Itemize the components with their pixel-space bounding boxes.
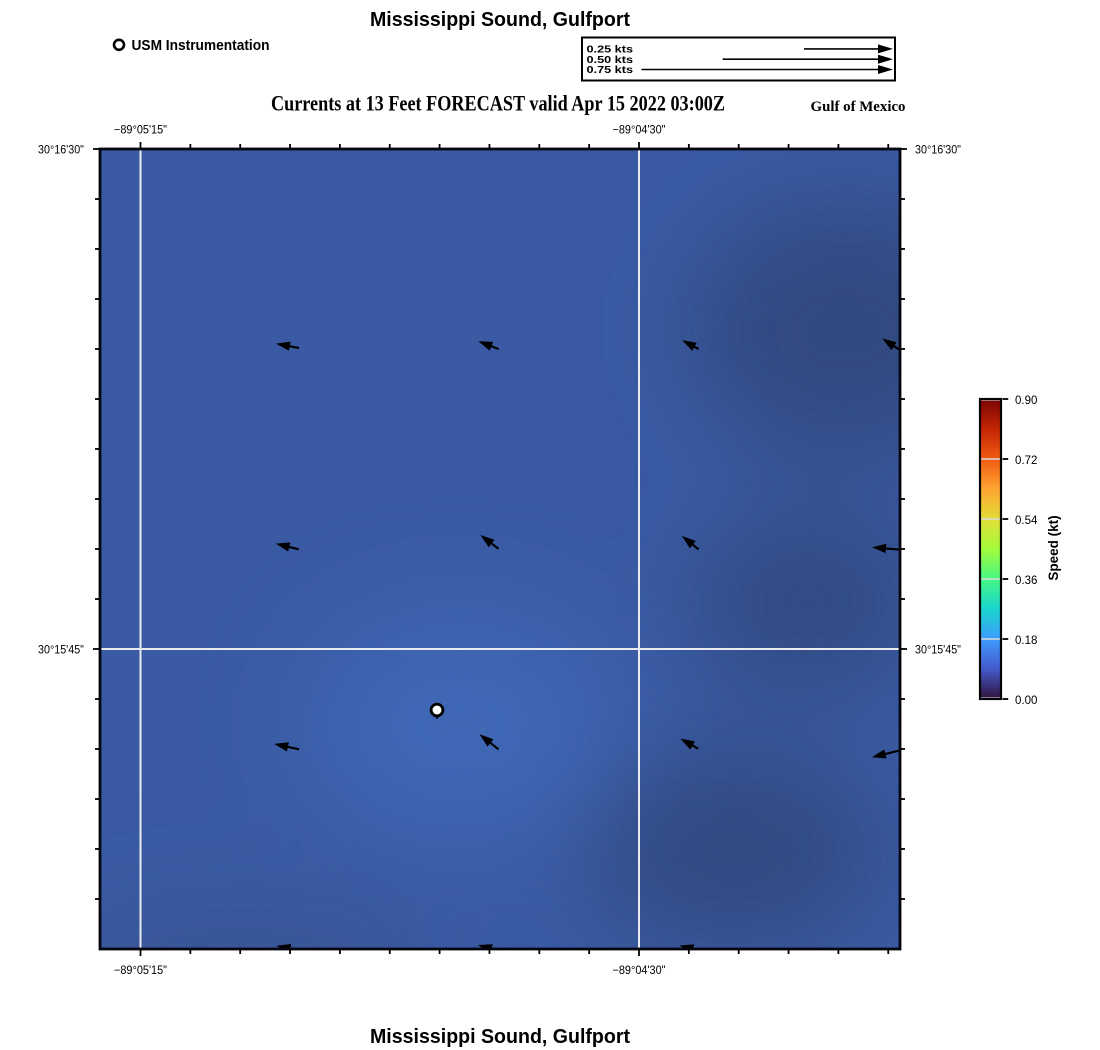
svg-text:0.50 kts: 0.50 kts: [587, 55, 634, 66]
svg-text:0.54: 0.54: [1015, 515, 1038, 527]
svg-text:30°15'45": 30°15'45": [38, 645, 84, 657]
svg-text:30°16'30": 30°16'30": [38, 145, 84, 157]
svg-text:Mississippi Sound, Gulfport: Mississippi Sound, Gulfport: [370, 9, 630, 31]
svg-text:0.18: 0.18: [1015, 635, 1037, 647]
svg-text:0.25 kts: 0.25 kts: [587, 45, 634, 56]
svg-text:−89°05'15": −89°05'15": [114, 965, 167, 977]
svg-text:USM Instrumentation: USM Instrumentation: [132, 38, 270, 54]
svg-text:Mississippi Sound, Gulfport: Mississippi Sound, Gulfport: [370, 1026, 630, 1048]
svg-text:0.00: 0.00: [1015, 695, 1037, 707]
svg-text:30°15'45": 30°15'45": [915, 645, 961, 657]
svg-text:Currents at 13 Feet FORECAST v: Currents at 13 Feet FORECAST valid Apr 1…: [271, 91, 725, 116]
svg-text:0.90: 0.90: [1015, 395, 1037, 407]
svg-text:−89°04'30": −89°04'30": [613, 965, 666, 977]
svg-text:0.72: 0.72: [1015, 455, 1037, 467]
svg-text:−89°05'15": −89°05'15": [114, 125, 167, 137]
svg-text:0.75 kts: 0.75 kts: [587, 65, 634, 76]
svg-text:Gulf of Mexico: Gulf of Mexico: [811, 99, 906, 115]
svg-text:Speed (kt): Speed (kt): [1046, 515, 1061, 580]
svg-text:0.36: 0.36: [1015, 575, 1037, 587]
svg-text:30°16'30": 30°16'30": [915, 145, 961, 157]
svg-text:−89°04'30": −89°04'30": [613, 125, 666, 137]
